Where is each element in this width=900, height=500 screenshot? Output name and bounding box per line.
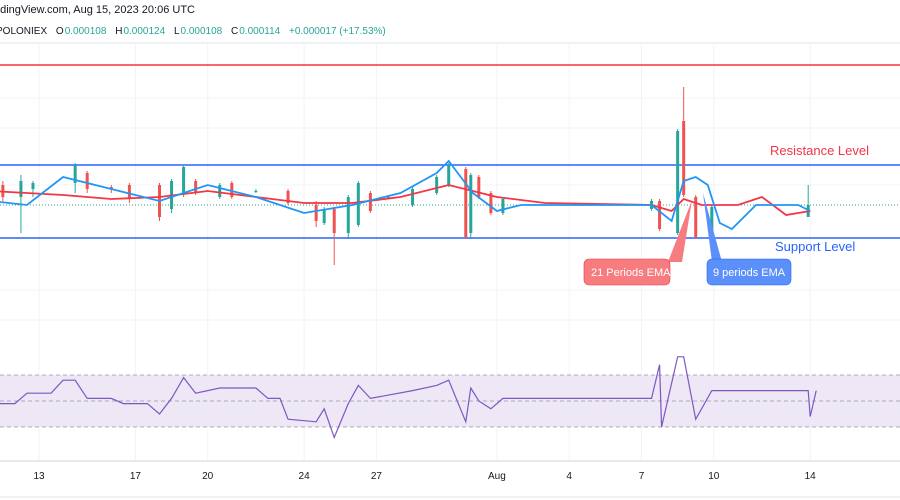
candle-body <box>386 197 390 198</box>
x-tick-label: 4 <box>566 471 572 482</box>
source-line: adingView.com, Aug 15, 2023 20:06 UTC <box>0 4 195 16</box>
candle <box>346 195 350 239</box>
high-value: 0.000124 <box>123 26 166 37</box>
x-tick-label: 14 <box>805 471 817 482</box>
candle <box>469 173 473 239</box>
candle-body <box>694 197 698 237</box>
x-tick-label: 27 <box>371 471 383 482</box>
candle-body <box>182 167 186 193</box>
ema-lines <box>0 159 811 231</box>
candle <box>85 171 89 193</box>
candle <box>501 197 505 215</box>
candle-body <box>109 187 113 189</box>
x-tick-label: 20 <box>202 471 214 482</box>
candle <box>676 129 680 235</box>
candle <box>435 175 439 195</box>
candle <box>368 191 372 213</box>
x-tick-label: 10 <box>708 471 720 482</box>
exchange-name: POLONIEX <box>0 26 48 37</box>
candle <box>218 183 222 199</box>
candle-body <box>85 173 89 189</box>
ema21-callout-text: 21 Periods EMA <box>591 267 671 279</box>
candle-body <box>469 175 473 233</box>
candle-body <box>194 181 198 193</box>
close-value: 0.000114 <box>239 26 281 37</box>
ema21-line <box>0 184 811 216</box>
ema21-callout: 21 Periods EMA <box>583 200 692 286</box>
candle-body <box>314 205 318 221</box>
low-value: 0.000108 <box>180 26 223 37</box>
x-axis: 1317202427Aug47101418 <box>33 471 817 482</box>
candle-body <box>411 189 415 205</box>
x-tick-label: 7 <box>639 471 645 482</box>
candle-body <box>676 131 680 233</box>
candle-body <box>489 193 493 213</box>
resistance-label: Resistance Level <box>770 143 869 158</box>
candle-body <box>322 209 326 223</box>
candle-body <box>368 193 372 211</box>
candle-body <box>346 197 350 233</box>
candle <box>254 189 258 193</box>
candle-body <box>332 209 336 233</box>
candle-body <box>127 185 131 199</box>
candle-body <box>464 169 468 237</box>
x-tick-label: 13 <box>33 471 45 482</box>
open-value: 0.000108 <box>64 26 107 37</box>
candle-body <box>254 191 258 192</box>
candle-body <box>218 185 222 197</box>
candle-body <box>31 183 35 189</box>
candle <box>182 165 186 197</box>
candle-body <box>435 177 439 193</box>
candle <box>682 87 686 197</box>
candle <box>230 181 234 199</box>
candle-body <box>501 199 505 213</box>
ema9-line <box>0 159 811 231</box>
candle-body <box>682 121 686 195</box>
candle-body <box>230 183 234 197</box>
candle-body <box>286 191 290 203</box>
candle-body <box>658 201 662 229</box>
candle-body <box>19 181 23 197</box>
rsi-panel <box>0 356 900 440</box>
rsi-line <box>0 356 817 440</box>
support-label: Support Level <box>775 239 855 254</box>
change-value: +0.000017 (+17.53%) <box>288 26 386 37</box>
candle <box>332 207 336 265</box>
x-tick-label: Aug <box>488 471 506 482</box>
low-label: L <box>173 26 180 37</box>
candle-body <box>73 165 77 183</box>
candle <box>31 181 35 197</box>
candle <box>286 189 290 205</box>
ohlc-legend: POLONIEX O0.000108 H0.000124 L0.000108 C… <box>0 26 392 37</box>
candle <box>694 195 698 239</box>
ema9-callout: 9 periods EMA <box>703 193 792 286</box>
candle <box>447 163 451 187</box>
candle <box>411 187 415 207</box>
candle-body <box>447 165 451 185</box>
candle <box>477 175 481 199</box>
candle-body <box>477 177 481 197</box>
x-tick-label: 17 <box>130 471 142 482</box>
ema9-callout-text: 9 periods EMA <box>713 267 786 279</box>
candle <box>658 199 662 231</box>
candle <box>464 167 468 239</box>
candle-body <box>710 207 714 239</box>
close-label: C <box>231 26 239 37</box>
high-label: H <box>115 26 123 37</box>
open-label: O <box>55 26 64 37</box>
candle <box>158 183 161 221</box>
candle <box>314 201 318 227</box>
x-tick-label: 24 <box>299 471 311 482</box>
candle <box>73 163 77 193</box>
